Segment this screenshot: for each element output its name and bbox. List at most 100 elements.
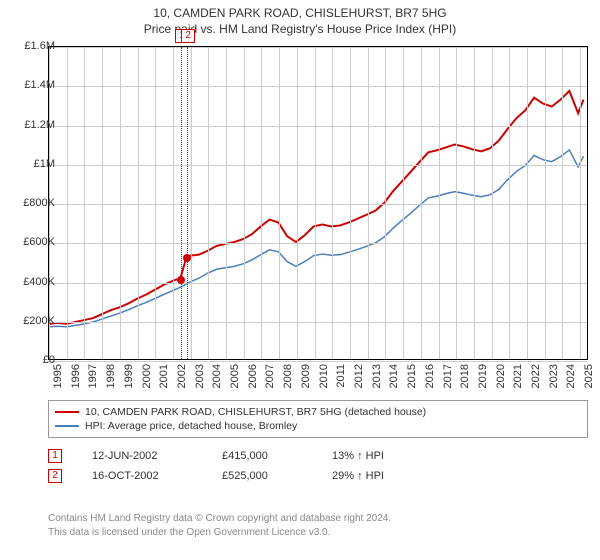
- sale-row-marker: 2: [48, 469, 62, 483]
- plot-area: 12: [48, 46, 588, 360]
- sale-pct: 29% ↑ HPI: [332, 470, 412, 482]
- x-axis-label: 2006: [247, 364, 259, 388]
- x-axis-label: 2020: [495, 364, 507, 388]
- gridline-v: [350, 47, 351, 359]
- x-axis-label: 2019: [477, 364, 489, 388]
- gridline-h: [49, 322, 587, 323]
- x-axis-label: 2003: [194, 364, 206, 388]
- sales-list: 1 12-JUN-2002 £415,000 13% ↑ HPI 2 16-OCT-200…: [48, 446, 588, 486]
- gridline-v: [315, 47, 316, 359]
- x-axis-label: 2010: [318, 364, 330, 388]
- gridline-h: [49, 204, 587, 205]
- chart-subtitle: Price paid vs. HM Land Registry's House …: [0, 20, 600, 40]
- sale-row-marker: 1: [48, 449, 62, 463]
- x-axis-label: 2022: [530, 364, 542, 388]
- x-axis-label: 2002: [176, 364, 188, 388]
- gridline-v: [456, 47, 457, 359]
- x-axis-label: 1996: [70, 364, 82, 388]
- gridline-v: [279, 47, 280, 359]
- y-axis-label: £1M: [34, 158, 55, 170]
- gridline-v: [403, 47, 404, 359]
- gridline-h: [49, 126, 587, 127]
- gridline-h: [49, 361, 587, 362]
- legend-swatch: [55, 411, 79, 413]
- legend-and-sales: 10, CAMDEN PARK ROAD, CHISLEHURST, BR7 5…: [48, 400, 588, 486]
- x-axis-label: 2005: [229, 364, 241, 388]
- gridline-v: [439, 47, 440, 359]
- gridline-v: [120, 47, 121, 359]
- gridline-v: [155, 47, 156, 359]
- x-axis-label: 2012: [353, 364, 365, 388]
- gridline-h: [49, 283, 587, 284]
- y-axis-label: £600K: [23, 236, 55, 248]
- sale-row: 1 12-JUN-2002 £415,000 13% ↑ HPI: [48, 446, 588, 466]
- y-axis-label: £200K: [23, 315, 55, 327]
- x-axis-label: 1998: [105, 364, 117, 388]
- gridline-v: [527, 47, 528, 359]
- gridline-v: [102, 47, 103, 359]
- gridline-v: [580, 47, 581, 359]
- footer-line-2: This data is licensed under the Open Gov…: [48, 526, 588, 540]
- sale-date: 12-JUN-2002: [92, 450, 192, 462]
- footer-line-1: Contains HM Land Registry data © Crown c…: [48, 512, 588, 526]
- sale-point-dot: [183, 254, 191, 262]
- sale-price: £415,000: [222, 450, 302, 462]
- gridline-v: [226, 47, 227, 359]
- gridline-v: [67, 47, 68, 359]
- gridline-v: [421, 47, 422, 359]
- legend-label: HPI: Average price, detached house, Brom…: [85, 420, 297, 432]
- x-axis-label: 2009: [300, 364, 312, 388]
- legend-swatch: [55, 425, 79, 427]
- sale-marker-line: [181, 47, 182, 359]
- gridline-v: [474, 47, 475, 359]
- gridline-v: [244, 47, 245, 359]
- y-axis-label: £1.6M: [24, 40, 55, 52]
- gridline-h: [49, 165, 587, 166]
- sale-row: 2 16-OCT-2002 £525,000 29% ↑ HPI: [48, 466, 588, 486]
- series-line: [49, 150, 584, 327]
- legend-item: HPI: Average price, detached house, Brom…: [55, 419, 581, 433]
- y-axis-label: £800K: [23, 197, 55, 209]
- gridline-v: [208, 47, 209, 359]
- x-axis-label: 2021: [512, 364, 524, 388]
- chart-title: 10, CAMDEN PARK ROAD, CHISLEHURST, BR7 5…: [0, 0, 600, 20]
- x-axis-label: 2018: [459, 364, 471, 388]
- gridline-v: [545, 47, 546, 359]
- gridline-h: [49, 86, 587, 87]
- x-axis-label: 2016: [424, 364, 436, 388]
- x-axis-label: 1995: [52, 364, 64, 388]
- gridline-h: [49, 243, 587, 244]
- gridline-v: [138, 47, 139, 359]
- gridline-v: [84, 47, 85, 359]
- x-axis-label: 2013: [371, 364, 383, 388]
- gridline-v: [332, 47, 333, 359]
- x-axis-label: 2001: [158, 364, 170, 388]
- x-axis-label: 2025: [583, 364, 595, 388]
- sale-price: £525,000: [222, 470, 302, 482]
- y-axis-label: £1.4M: [24, 79, 55, 91]
- gridline-v: [509, 47, 510, 359]
- footer: Contains HM Land Registry data © Crown c…: [48, 512, 588, 539]
- x-axis-label: 2011: [335, 364, 347, 388]
- gridline-v: [368, 47, 369, 359]
- x-axis-label: 1999: [123, 364, 135, 388]
- gridline-v: [385, 47, 386, 359]
- gridline-v: [492, 47, 493, 359]
- x-axis-label: 2008: [282, 364, 294, 388]
- x-axis-label: 2015: [406, 364, 418, 388]
- sale-date: 16-OCT-2002: [92, 470, 192, 482]
- x-axis-label: 1997: [87, 364, 99, 388]
- sale-point-dot: [177, 276, 185, 284]
- sale-pct: 13% ↑ HPI: [332, 450, 412, 462]
- gridline-v: [173, 47, 174, 359]
- y-axis-label: £400K: [23, 276, 55, 288]
- legend-box: 10, CAMDEN PARK ROAD, CHISLEHURST, BR7 5…: [48, 400, 588, 438]
- x-axis-label: 2004: [211, 364, 223, 388]
- x-axis-label: 2007: [264, 364, 276, 388]
- sale-marker-line: [187, 47, 188, 359]
- gridline-h: [49, 47, 587, 48]
- gridline-v: [261, 47, 262, 359]
- x-axis-label: 2014: [388, 364, 400, 388]
- chart-svg: [49, 47, 587, 359]
- legend-label: 10, CAMDEN PARK ROAD, CHISLEHURST, BR7 5…: [85, 406, 426, 418]
